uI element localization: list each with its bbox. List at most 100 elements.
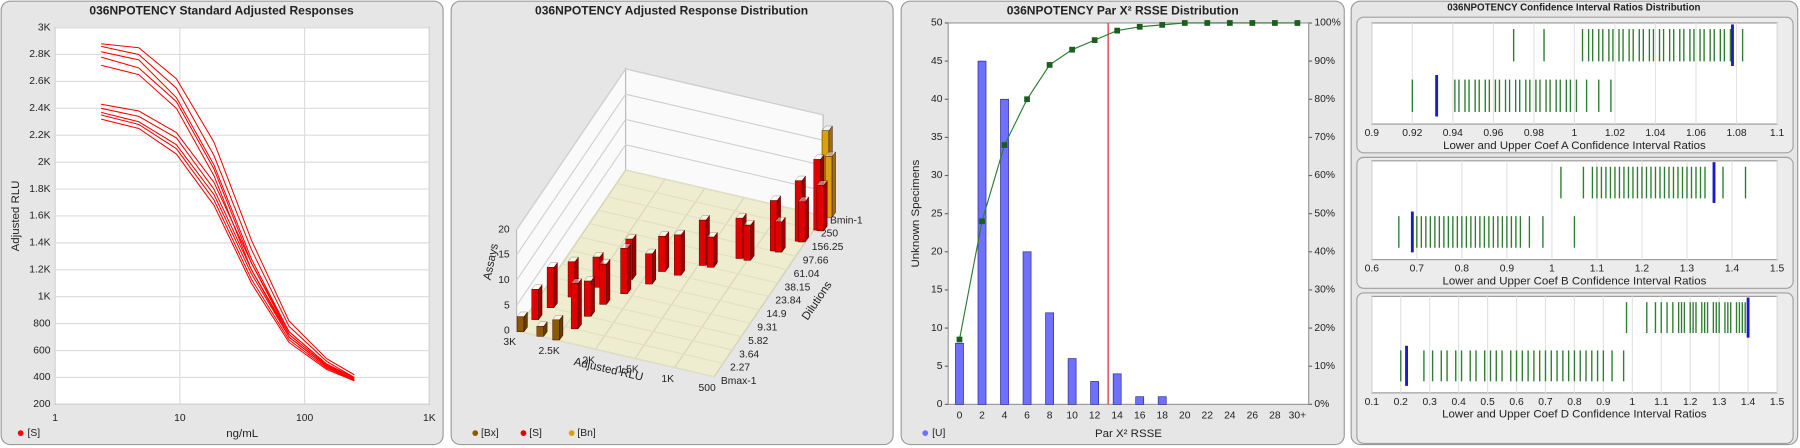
cumulative-line (958, 22, 1298, 340)
x-tick-label: 4 (1002, 411, 1008, 422)
y-tick-label: 1.6K (29, 211, 50, 222)
z-tick-label: 10 (498, 275, 510, 286)
line-marker (1272, 20, 1278, 26)
y-tick-label: 14.9 (766, 309, 786, 320)
x-tick-label: 30+ (1289, 411, 1307, 422)
chart-title: 036NPOTENCY Confidence Interval Ratios D… (1447, 3, 1700, 14)
x-tick-label: 100 (296, 413, 313, 424)
z-tick-label: 5 (504, 300, 510, 311)
x-tick-label: 0.92 (1402, 128, 1422, 139)
y-tick-label: 61.04 (794, 269, 820, 280)
bar (1135, 396, 1145, 405)
bar-side (538, 284, 543, 321)
bar-top (735, 213, 747, 219)
bar-top (620, 243, 632, 249)
bar-side-shade (832, 151, 836, 218)
legend-swatch (472, 430, 479, 436)
bar-side (652, 248, 657, 285)
bar (536, 320, 548, 338)
y-tick-label: 800 (33, 318, 50, 329)
grid-line (516, 93, 824, 256)
y-tick-label: 10 (931, 323, 943, 334)
bar-face (516, 316, 525, 332)
bar-side-shade (805, 196, 809, 243)
z-tick-label: 20 (498, 224, 510, 235)
bar (546, 261, 558, 309)
z-tick-label: 15 (498, 250, 510, 261)
y-tick-label: 600 (33, 345, 50, 356)
y-tick-label: 15 (931, 285, 943, 296)
x-tick-label: 20 (1179, 411, 1191, 422)
curve (101, 114, 355, 381)
chart-title: 036NPOTENCY Par X² RSSE Distribution (1007, 4, 1239, 18)
x-tick-label: 1K (661, 374, 674, 385)
y-tick-label: 2.6K (29, 76, 50, 87)
x-tick-label: 6 (1024, 411, 1030, 422)
bar-side (680, 229, 685, 276)
axis-title: ng/mL (226, 428, 258, 440)
bar-face (816, 185, 824, 232)
x-tick-label: 1.04 (1645, 128, 1665, 139)
x-tick-label: 22 (1202, 411, 1214, 422)
x-tick-label: 28 (1269, 411, 1281, 422)
bar-top (813, 154, 825, 160)
x-tick-label: 0.6 (1509, 397, 1524, 408)
y-tick-label: 3K (38, 22, 51, 33)
category-line (625, 169, 824, 217)
x-tick-label: 0.9 (1365, 128, 1380, 139)
curve (101, 118, 355, 382)
bar-top (706, 232, 718, 238)
bar-face (552, 319, 560, 341)
x-tick-label: 1.5 (1770, 397, 1785, 408)
x-tick-label: 10 (1066, 411, 1078, 422)
x-tick-label: 1.08 (1726, 128, 1746, 139)
x-tick-label: 0.6 (1365, 264, 1380, 275)
y-tick-label: 5 (937, 361, 943, 372)
y2-tick-label: 30% (1314, 285, 1335, 296)
y-tick-label: Bmax-1 (721, 376, 757, 387)
y-tick-label: 1.8K (29, 184, 50, 195)
bar (620, 242, 632, 295)
x-tick-label: 0.2 (1394, 397, 1409, 408)
bar-side-shade (823, 180, 828, 231)
z-tick-label: 0 (504, 326, 510, 337)
x-tick-label: 2K (582, 355, 595, 366)
bar-top (625, 234, 637, 240)
x-tick-label: 0.5 (1480, 397, 1495, 408)
bar (1090, 381, 1100, 405)
bar-face (570, 283, 579, 330)
x-tick-label: 0.9 (1596, 397, 1611, 408)
bar (1022, 251, 1032, 405)
x-tick-label: 24 (1224, 411, 1236, 422)
bar-top (821, 125, 833, 131)
line-marker (1114, 27, 1121, 34)
category-line (534, 303, 733, 351)
bar-side-shade (750, 220, 755, 261)
category-line (598, 209, 796, 257)
bar-side-shade (665, 231, 669, 272)
x-tick-label: 1.2 (1635, 264, 1650, 275)
y2-tick-label: 20% (1314, 323, 1335, 334)
bar-face (735, 217, 744, 259)
bar-side (559, 314, 564, 341)
bar-top (592, 252, 604, 258)
bar-top (531, 284, 543, 290)
bar-top (797, 196, 810, 202)
x-tick-label: 1 (1549, 264, 1555, 275)
bar-top (774, 216, 786, 223)
y-tick-label: 0 (937, 399, 943, 410)
bar-top (743, 220, 755, 226)
bar-side (781, 216, 786, 253)
legend-label: [U] (932, 428, 945, 439)
x-tick-label: 0.9 (1500, 264, 1515, 275)
bar-side-shade (591, 276, 595, 317)
bar (599, 258, 611, 306)
bar-side (823, 180, 828, 232)
bar-side-shade (578, 278, 582, 329)
x-tick-label: 1.3 (1712, 397, 1727, 408)
bar (706, 231, 718, 269)
bar (816, 180, 828, 232)
axis-title: Lower and Upper Coef A Confidence Interv… (1443, 140, 1706, 152)
x-tick-label: 1 (1629, 397, 1635, 408)
bar-top (567, 256, 579, 262)
